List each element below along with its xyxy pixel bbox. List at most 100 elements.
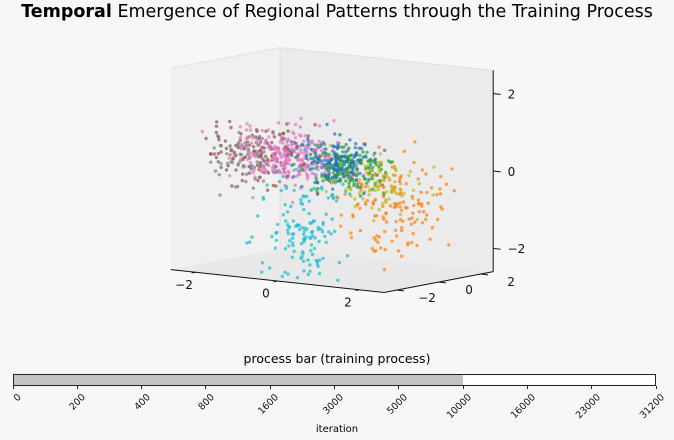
scatter-point <box>390 190 394 195</box>
scatter-point <box>285 152 290 157</box>
scatter-point <box>298 151 302 155</box>
scatter-point <box>265 183 269 187</box>
scatter-point <box>447 243 451 247</box>
scatter-point <box>217 138 221 142</box>
scatter-point <box>323 234 327 239</box>
scatter-point <box>391 173 396 177</box>
scatter-point <box>304 144 308 149</box>
scatter-point <box>240 178 244 183</box>
scatter-point <box>344 187 348 191</box>
scatter-point <box>307 199 311 203</box>
scatter-point <box>327 155 331 160</box>
scatter-point <box>260 145 264 149</box>
scatter-point <box>371 201 375 206</box>
scatter-point <box>323 171 327 175</box>
scatter-point <box>357 191 362 195</box>
scatter-point <box>359 188 363 192</box>
scatter-point <box>285 210 290 214</box>
scatter-point <box>407 217 411 221</box>
scatter-point <box>348 138 352 142</box>
scatter-point <box>316 160 320 165</box>
axis-pane <box>170 47 280 270</box>
scatter-point <box>245 172 249 176</box>
scatter-point <box>320 162 324 166</box>
scatter-point <box>274 164 278 169</box>
scatter-point <box>345 254 350 258</box>
scatter-point <box>444 182 448 186</box>
scatter-point <box>356 202 360 206</box>
scatter-point <box>388 160 393 164</box>
scatter-point <box>300 168 304 172</box>
scatter-point <box>286 137 291 141</box>
scatter-point <box>286 121 290 126</box>
scatter-point <box>309 188 313 192</box>
scatter-point <box>283 270 287 274</box>
scatter-point <box>224 168 229 172</box>
scatter-point <box>363 154 368 158</box>
scatter-point <box>245 241 249 245</box>
scatter-point <box>248 124 252 128</box>
scatter-point <box>331 187 335 191</box>
scatter-point <box>367 189 372 193</box>
scatter-point <box>342 175 346 179</box>
scatter-point <box>368 162 373 166</box>
scatter-point <box>296 224 301 228</box>
scatter-point <box>406 243 410 247</box>
scatter-point <box>381 194 386 199</box>
scatter-point <box>429 186 434 190</box>
scatter-point <box>326 196 331 200</box>
scatter-point <box>272 147 277 151</box>
scatter-point <box>320 230 325 234</box>
scatter-point <box>363 143 367 147</box>
scatter-point <box>309 236 313 240</box>
scatter-point <box>317 139 321 143</box>
scatter-point <box>450 167 454 171</box>
scatter-point <box>239 132 243 136</box>
scatter-point <box>289 150 293 155</box>
scatter-point <box>333 156 338 161</box>
scatter-point <box>339 224 343 228</box>
scatter-point <box>395 202 399 206</box>
scatter-point <box>212 146 216 150</box>
scatter-point <box>321 179 325 183</box>
scatter-point <box>260 136 264 141</box>
scatter-point <box>399 188 403 192</box>
scatter-point <box>310 252 315 257</box>
scatter-point <box>310 139 314 143</box>
scatter-point <box>254 155 258 159</box>
scatter-point <box>305 227 309 231</box>
scatter-point <box>331 171 335 175</box>
scatter-point <box>420 202 424 206</box>
scatter-point <box>353 153 358 157</box>
scatter-point <box>420 168 425 172</box>
y-tick-label: 0 <box>465 283 473 297</box>
scatter-point <box>302 269 306 273</box>
scatter-point <box>413 140 417 144</box>
scatter-point <box>354 142 358 146</box>
scatter-point <box>338 162 342 166</box>
scatter-point <box>281 170 286 175</box>
y-tick-label: 2 <box>507 275 515 289</box>
scatter-point <box>341 163 345 167</box>
process-bar-tick-mark <box>398 386 400 389</box>
scatter-point <box>347 185 351 189</box>
scatter-point <box>323 173 328 178</box>
scatter-point <box>381 204 385 208</box>
scatter-point <box>370 206 374 210</box>
scatter-point <box>413 220 417 224</box>
scatter-point <box>400 225 404 230</box>
scatter-point <box>308 269 312 273</box>
scatter-point <box>209 160 213 164</box>
scatter-point <box>252 149 256 153</box>
process-bar-tick-mark <box>462 386 464 389</box>
axis-pane-edge <box>279 47 494 71</box>
scatter-point <box>227 156 231 160</box>
scatter-point <box>398 177 402 181</box>
scatter-point <box>355 158 360 163</box>
scatter-point <box>316 165 320 169</box>
scatter-point <box>234 168 238 172</box>
scatter-point <box>295 174 299 178</box>
scatter-point <box>290 236 295 240</box>
process-bar-tick-label: 23000 <box>573 392 603 422</box>
x-tick-mark <box>273 280 278 283</box>
